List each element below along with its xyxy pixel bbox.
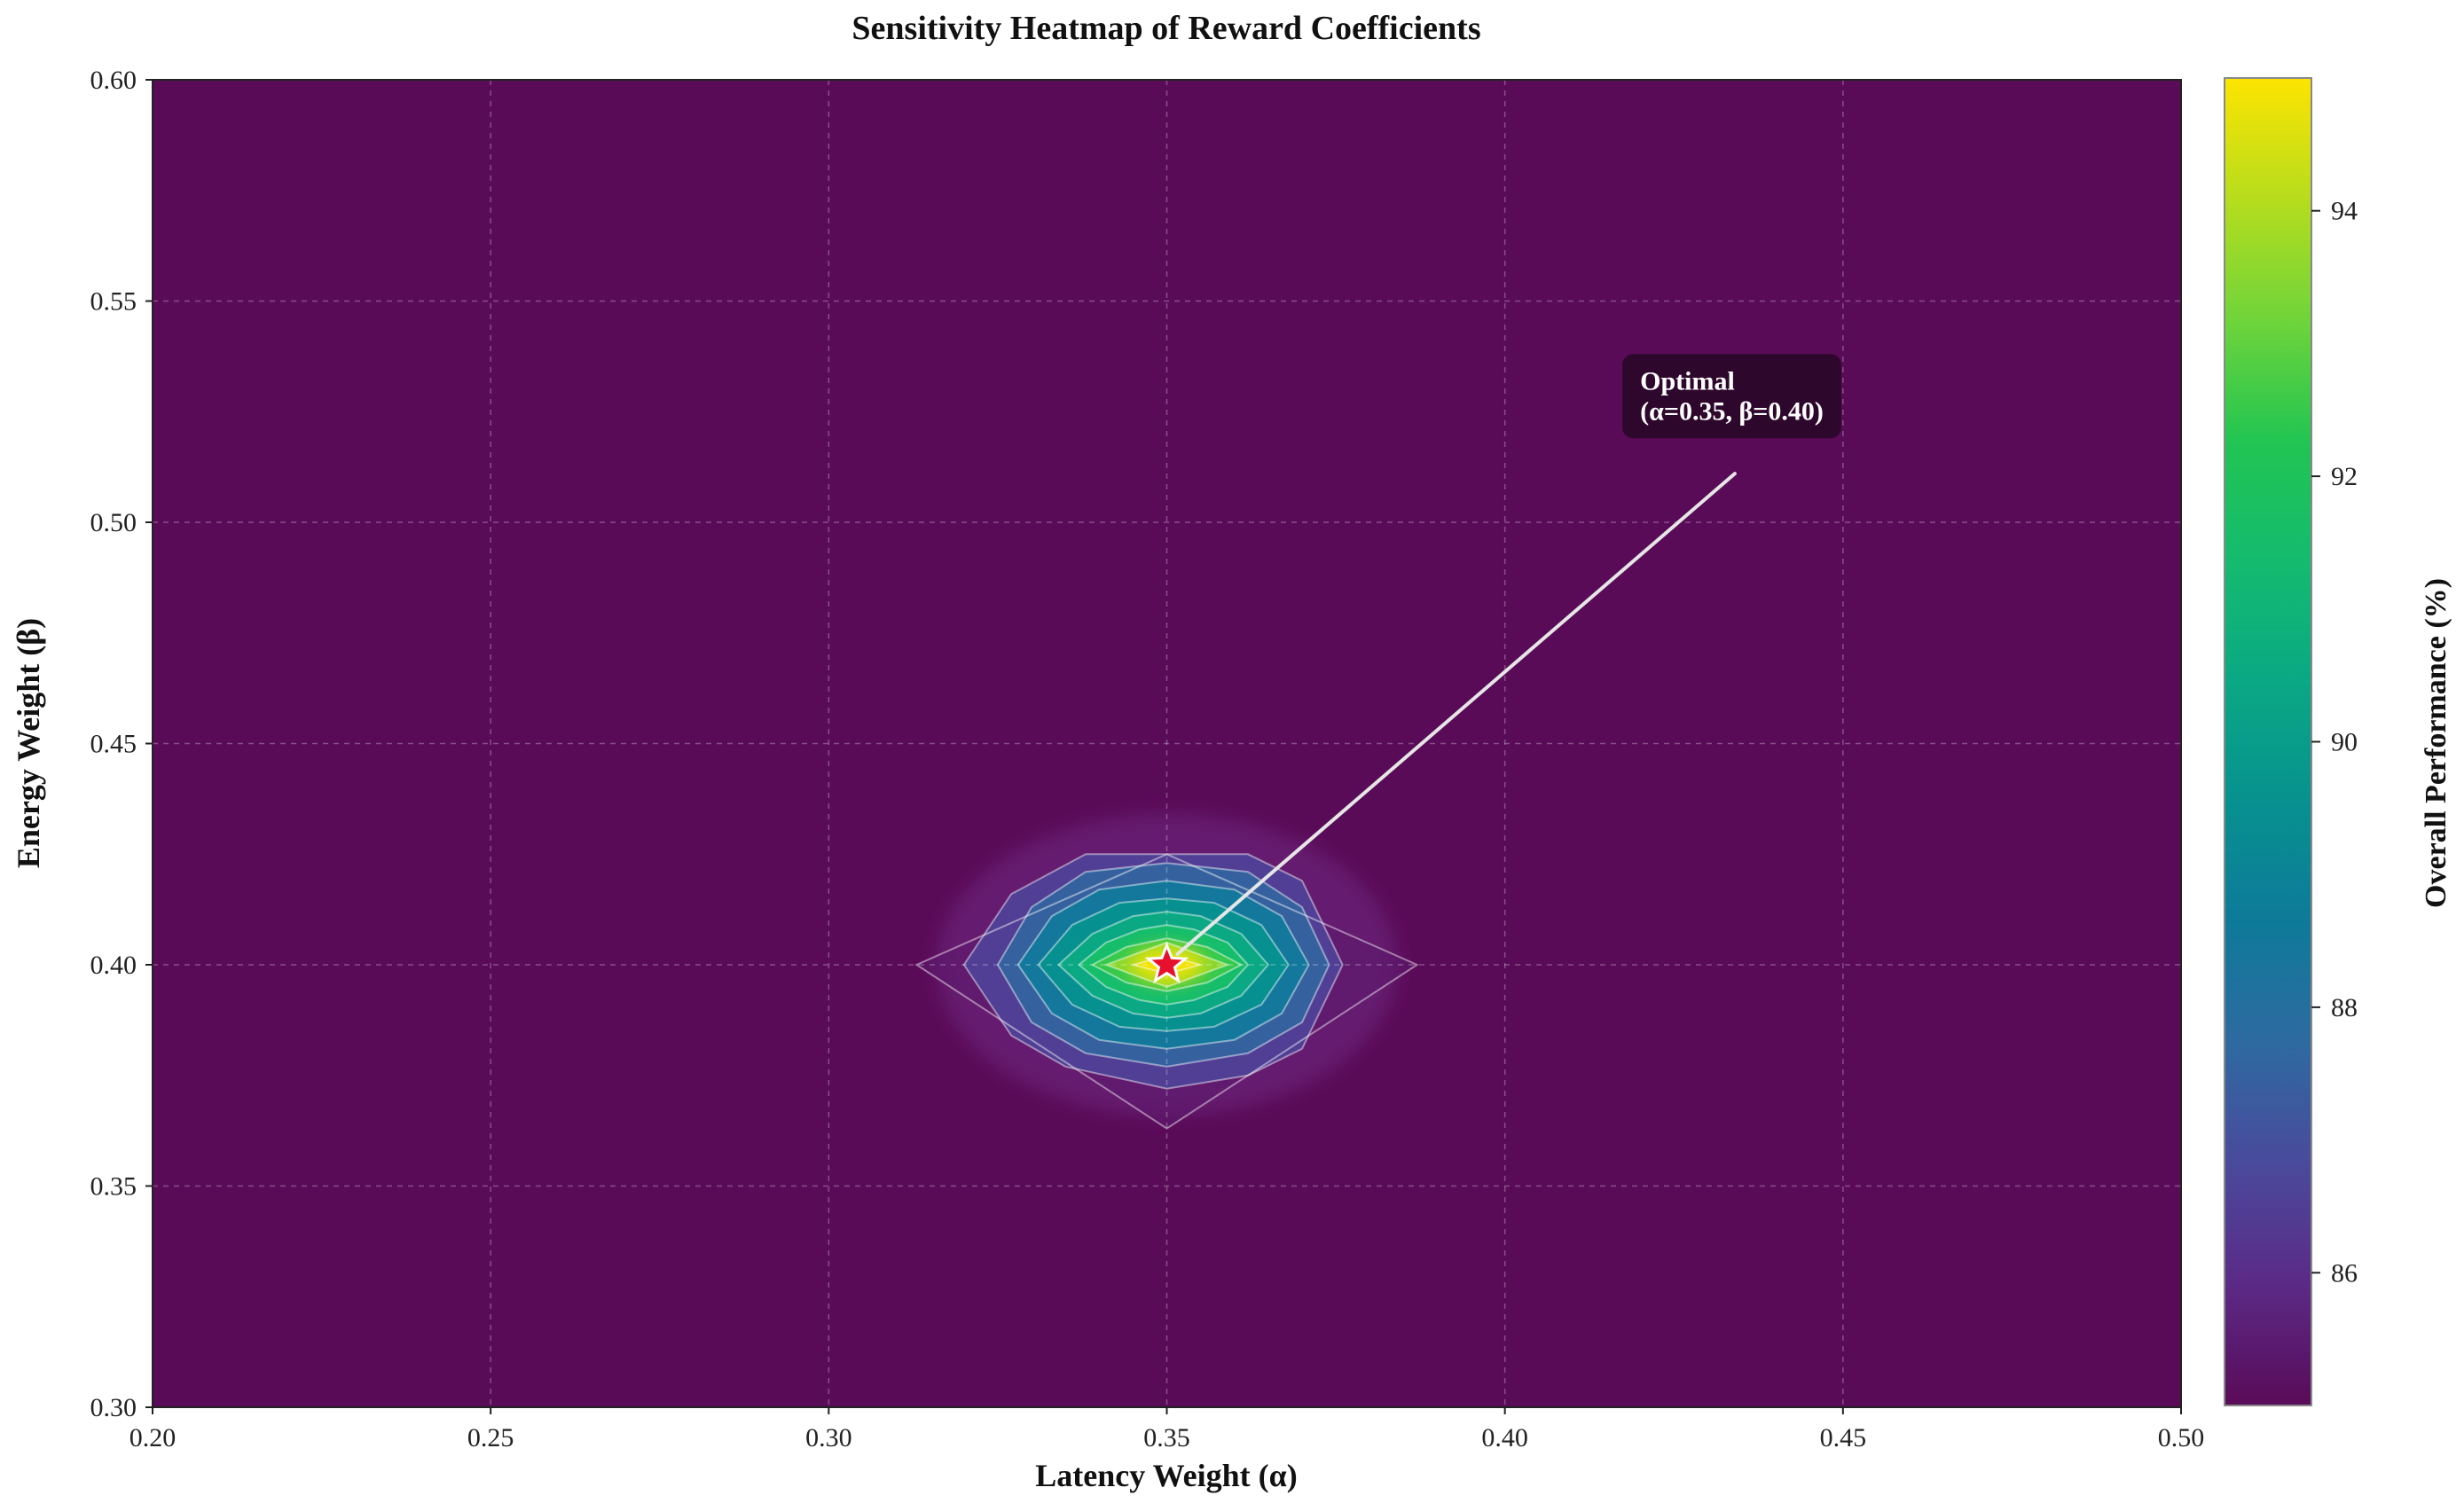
colorbar-tick-label: 86 (2331, 1258, 2358, 1288)
y-tick-label: 0.50 (90, 508, 137, 537)
optimal-star-marker (1144, 941, 1189, 984)
x-tick-label: 0.35 (1143, 1423, 1190, 1452)
x-tick-label: 0.50 (2158, 1423, 2205, 1452)
y-tick-label: 0.30 (90, 1393, 137, 1422)
y-axis-label: Energy Weight (β) (11, 618, 46, 868)
plot-area (153, 80, 2181, 1407)
x-tick-label: 0.45 (1820, 1423, 1867, 1452)
contour-line-1 (962, 853, 1344, 1090)
y-tick-label: 0.40 (90, 951, 137, 980)
annotation-title: Optimal (1640, 366, 1735, 395)
x-tick-label: 0.25 (467, 1423, 514, 1452)
contour-line-7 (1090, 937, 1244, 992)
y-tick-label: 0.60 (90, 66, 137, 95)
colorbar-label: Overall Performance (%) (2420, 578, 2452, 908)
x-tick-label: 0.40 (1481, 1423, 1528, 1452)
colorbar (2224, 77, 2312, 1406)
annotation-coordinates: (α=0.35, β=0.40) (1640, 396, 1824, 426)
colorbar-tick-label: 88 (2331, 993, 2358, 1022)
annotation-box (1622, 354, 1841, 439)
x-tick-label: 0.20 (129, 1423, 177, 1452)
x-axis-ticks: 0.20 0.25 0.30 0.35 0.40 0.45 0.50 (129, 1407, 2205, 1452)
colorbar-ticks: 86 88 90 92 94 (2311, 197, 2358, 1288)
colorbar-tick-label: 94 (2331, 197, 2358, 226)
contour-line-8 (1103, 941, 1231, 988)
optimal-annotation: Optimal (α=0.35, β=0.40) (1144, 354, 1841, 984)
contour-line-4 (1037, 897, 1290, 1032)
contour-line-0 (914, 853, 1419, 1130)
y-tick-label: 0.55 (90, 287, 137, 317)
chart-title: Sensitivity Heatmap of Reward Coefficien… (851, 10, 1480, 47)
contour-line-2 (996, 862, 1330, 1068)
x-tick-label: 0.30 (805, 1423, 852, 1452)
contour-line-6 (1077, 924, 1250, 1006)
colorbar-tick-label: 90 (2331, 728, 2358, 757)
contour-lines (914, 853, 1419, 1130)
contour-line-3 (1016, 880, 1310, 1050)
colorbar-tick-label: 92 (2331, 462, 2358, 491)
annotation-arrow (1175, 472, 1737, 956)
y-axis-ticks: 0.30 0.35 0.40 0.45 0.50 0.55 0.60 (90, 66, 153, 1422)
x-axis-label: Latency Weight (α) (1035, 1458, 1297, 1493)
contour-line-5 (1057, 911, 1270, 1019)
y-tick-label: 0.35 (90, 1172, 137, 1202)
y-tick-label: 0.45 (90, 730, 137, 759)
